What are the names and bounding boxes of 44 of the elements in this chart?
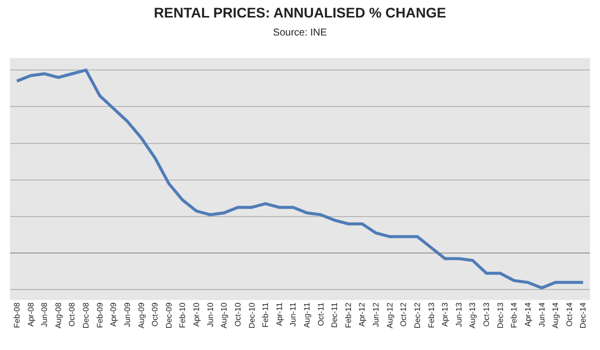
x-tick-label: Jun-14 <box>537 302 546 328</box>
x-tick-label: Dec-08 <box>82 302 91 328</box>
x-tick-label: Apr-08 <box>26 302 36 327</box>
x-tick-label: Apr-14 <box>523 302 532 327</box>
x-tick-label: Feb-08 <box>12 302 22 328</box>
x-tick-label: Oct-13 <box>482 302 492 327</box>
chart-title: RENTAL PRICES: ANNUALISED % CHANGE <box>154 4 446 20</box>
x-tick-label: Feb-09 <box>95 302 104 328</box>
x-tick-label: Dec-13 <box>496 302 505 328</box>
x-tick-label: Dec-11 <box>330 302 340 328</box>
x-tick-label: Oct-09 <box>150 302 160 327</box>
x-tick-label: Dec-14 <box>578 302 588 328</box>
x-tick-label: Apr-10 <box>192 302 202 327</box>
x-tick-label: Apr-13 <box>440 302 450 327</box>
x-tick-label: Feb-11 <box>261 302 270 328</box>
x-tick-label: Dec-10 <box>247 302 256 328</box>
x-tick-label: Oct-14 <box>564 302 574 327</box>
x-tick-label: Feb-10 <box>178 302 188 328</box>
x-tick-label: Jun-09 <box>122 302 132 328</box>
x-tick-label: Aug-09 <box>136 302 146 328</box>
x-tick-label: Oct-12 <box>399 302 408 327</box>
x-tick-label: Jun-13 <box>454 302 464 328</box>
x-tick-label: Aug-08 <box>54 302 63 328</box>
x-tick-label: Aug-12 <box>385 302 394 328</box>
x-tick-label: Jun-08 <box>40 302 50 328</box>
x-tick-label: Oct-08 <box>68 302 77 327</box>
x-tick-label: Jun-11 <box>288 302 298 326</box>
x-tick-label: Apr-09 <box>109 302 118 327</box>
x-tick-label: Jun-12 <box>372 302 381 328</box>
chart-subtitle: Source: INE <box>273 28 328 39</box>
x-tick-label: Jun-10 <box>206 302 215 328</box>
x-tick-label: Dec-12 <box>412 302 422 328</box>
x-tick-label: Oct-11 <box>316 302 326 326</box>
x-tick-label: Aug-10 <box>220 302 229 328</box>
x-tick-label: Dec-09 <box>164 302 174 328</box>
x-tick-label: Feb-12 <box>344 302 353 328</box>
x-tick-label: Apr-11 <box>274 302 284 326</box>
x-tick-label: Aug-11 <box>302 302 312 328</box>
x-tick-label: Oct-10 <box>233 302 242 327</box>
x-tick-label: Feb-13 <box>426 302 436 328</box>
x-tick-label: Feb-14 <box>510 302 519 328</box>
x-tick-label: Aug-14 <box>551 302 560 328</box>
x-tick-label: Aug-13 <box>468 302 478 328</box>
x-tick-label: Apr-12 <box>358 302 367 327</box>
